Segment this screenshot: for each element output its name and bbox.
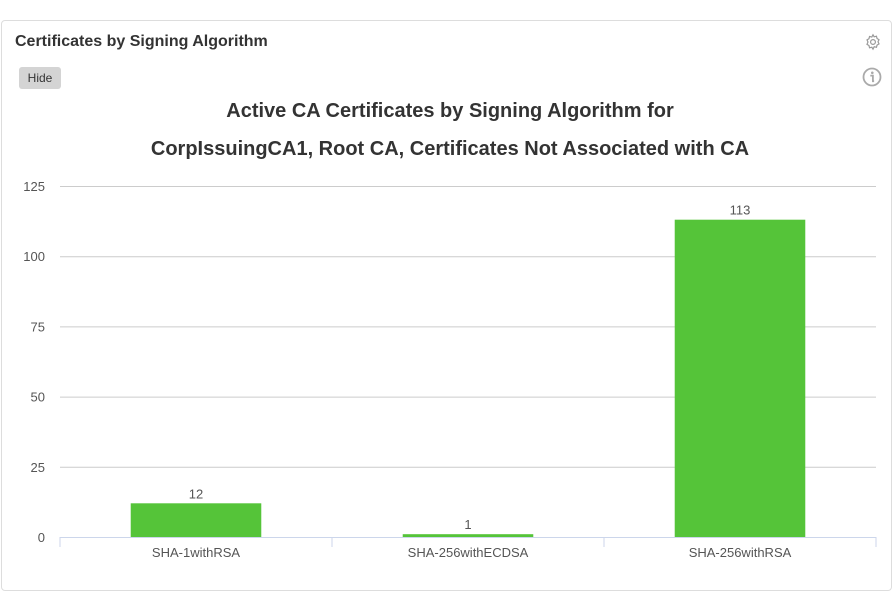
hide-button[interactable]: Hide: [19, 67, 61, 89]
data-label: 1: [464, 517, 471, 532]
x-tick-label: SHA-256withRSA: [689, 545, 792, 560]
panel-title: Certificates by Signing Algorithm: [15, 33, 268, 50]
y-tick-label: 50: [31, 390, 45, 405]
chart-title-line1: Active CA Certificates by Signing Algori…: [226, 100, 674, 122]
gear-icon[interactable]: [864, 33, 882, 51]
y-tick-label: 0: [38, 530, 45, 545]
chart-title-line2: CorpIssuingCA1, Root CA, Certificates No…: [151, 138, 749, 160]
bar: [402, 534, 534, 537]
y-tick-label: 75: [31, 319, 45, 334]
bar: [130, 503, 262, 537]
info-icon[interactable]: [862, 67, 882, 87]
x-tick-label: SHA-1withRSA: [152, 545, 240, 560]
x-tick-label: SHA-256withECDSA: [408, 545, 529, 560]
y-tick-label: 100: [23, 249, 45, 264]
y-tick-label: 125: [23, 179, 45, 194]
data-label: 113: [730, 203, 751, 218]
data-label: 12: [189, 486, 203, 501]
bar: [674, 219, 806, 538]
y-tick-label: 25: [31, 460, 45, 475]
